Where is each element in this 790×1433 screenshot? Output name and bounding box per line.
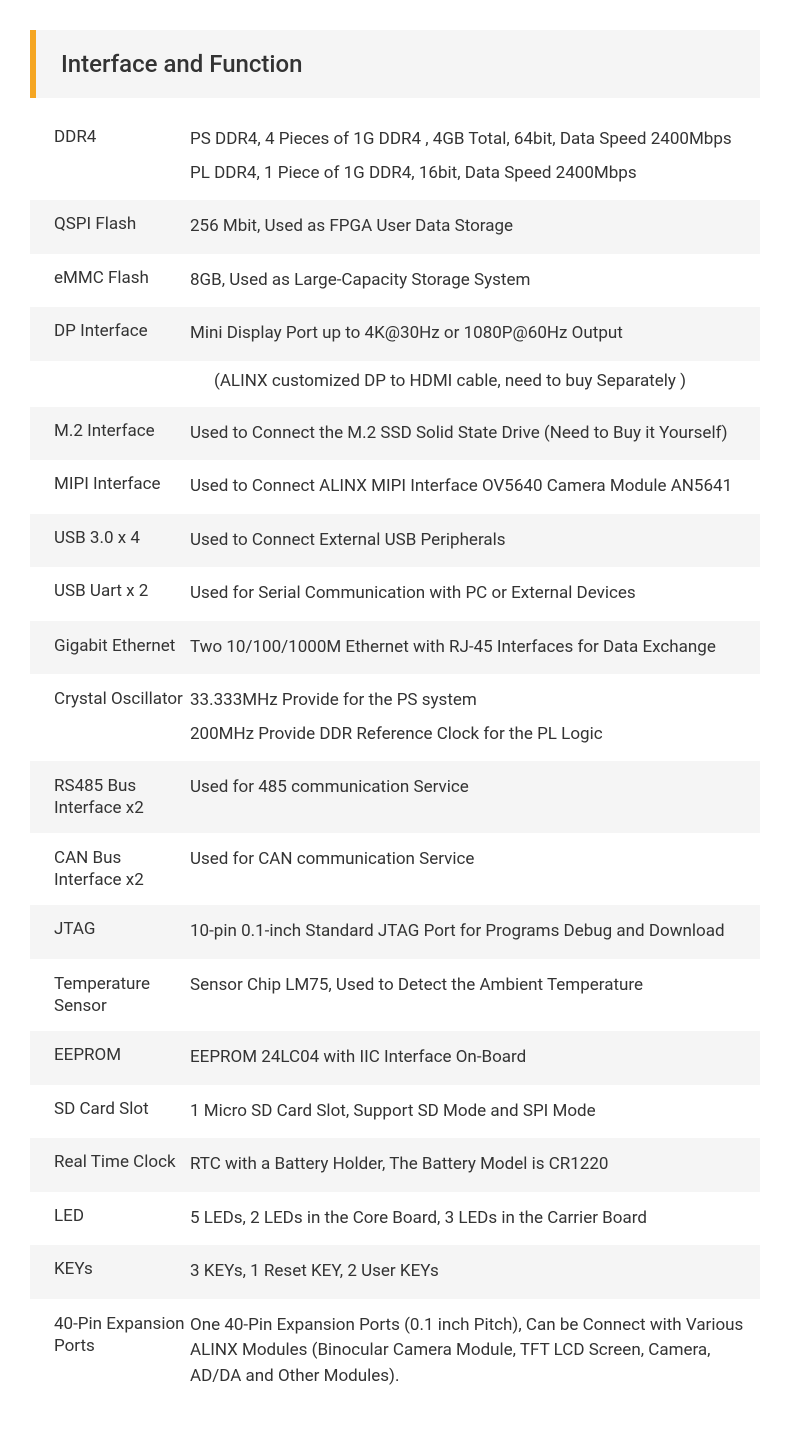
spec-label: Gigabit Ethernet — [30, 621, 190, 671]
spec-value-line: PS DDR4, 4 Pieces of 1G DDR4 , 4GB Total… — [190, 127, 750, 153]
spec-row: CAN Bus Interface x2Used for CAN communi… — [30, 833, 760, 905]
spec-label: M.2 Interface — [30, 407, 190, 455]
spec-value-line: Used to Connect External USB Peripherals — [190, 528, 750, 554]
spec-label: Real Time Clock — [30, 1138, 190, 1186]
spec-row: M.2 InterfaceUsed to Connect the M.2 SSD… — [30, 407, 760, 461]
spec-sub-note: (ALINX customized DP to HDMI cable, need… — [30, 361, 760, 407]
spec-label: USB Uart x 2 — [30, 567, 190, 615]
spec-row: 40-Pin Expansion PortsOne 40-Pin Expansi… — [30, 1299, 760, 1404]
spec-value: 33.333MHz Provide for the PS system 200MH… — [190, 674, 760, 761]
spec-value: 1 Micro SD Card Slot, Support SD Mode an… — [190, 1085, 760, 1139]
spec-value-line: 200MHz Provide DDR Reference Clock for t… — [190, 722, 750, 748]
spec-value-line: RTC with a Battery Holder, The Battery M… — [190, 1152, 750, 1178]
spec-row: DP InterfaceMini Display Port up to 4K@3… — [30, 307, 760, 361]
spec-value: Used to Connect the M.2 SSD Solid State … — [190, 407, 760, 461]
spec-value-line: One 40-Pin Expansion Ports (0.1 inch Pit… — [190, 1313, 750, 1390]
spec-label: LED — [30, 1192, 190, 1240]
spec-row: Temperature SensorSensor Chip LM75, Used… — [30, 959, 760, 1031]
spec-label: EEPROM — [30, 1031, 190, 1079]
spec-label: KEYs — [30, 1245, 190, 1293]
spec-row: eMMC Flash8GB, Used as Large-Capacity St… — [30, 254, 760, 308]
spec-value-line: PL DDR4, 1 Piece of 1G DDR4, 16bit, Data… — [190, 161, 750, 187]
spec-value: Sensor Chip LM75, Used to Detect the Amb… — [190, 959, 760, 1013]
spec-row: Real Time ClockRTC with a Battery Holder… — [30, 1138, 760, 1192]
spec-value: Used to Connect External USB Peripherals — [190, 514, 760, 568]
spec-value-line: 256 Mbit, Used as FPGA User Data Storage — [190, 214, 750, 240]
spec-row: QSPI Flash256 Mbit, Used as FPGA User Da… — [30, 200, 760, 254]
spec-row: JTAG10-pin 0.1-inch Standard JTAG Port f… — [30, 905, 760, 959]
spec-label: RS485 Bus Interface x2 — [30, 761, 190, 833]
spec-value-line: Used for 485 communication Service — [190, 775, 750, 801]
spec-label: 40-Pin Expansion Ports — [30, 1299, 190, 1371]
spec-row: Gigabit EthernetTwo 10/100/1000M Etherne… — [30, 621, 760, 675]
spec-value: Used for Serial Communication with PC or… — [190, 567, 760, 621]
spec-value-line: EEPROM 24LC04 with IIC Interface On-Boar… — [190, 1045, 750, 1071]
spec-value-line: 3 KEYs, 1 Reset KEY, 2 User KEYs — [190, 1259, 750, 1285]
spec-label: CAN Bus Interface x2 — [30, 833, 190, 905]
spec-value: PS DDR4, 4 Pieces of 1G DDR4 , 4GB Total… — [190, 113, 760, 200]
spec-value-line: 8GB, Used as Large-Capacity Storage Syst… — [190, 268, 750, 294]
spec-label: Crystal Oscillator — [30, 674, 190, 724]
spec-value-line: Used for CAN communication Service — [190, 847, 750, 873]
section-header: Interface and Function — [30, 30, 760, 98]
spec-value-line: Two 10/100/1000M Ethernet with RJ-45 Int… — [190, 635, 750, 661]
spec-value: Used for CAN communication Service — [190, 833, 760, 887]
spec-value: EEPROM 24LC04 with IIC Interface On-Boar… — [190, 1031, 760, 1085]
spec-row: USB Uart x 2Used for Serial Communicatio… — [30, 567, 760, 621]
spec-label: USB 3.0 x 4 — [30, 514, 190, 562]
spec-value: 256 Mbit, Used as FPGA User Data Storage — [190, 200, 760, 254]
spec-row: Crystal Oscillator33.333MHz Provide for … — [30, 674, 760, 761]
spec-row: RS485 Bus Interface x2Used for 485 commu… — [30, 761, 760, 833]
spec-value-line: Used to Connect ALINX MIPI Interface OV5… — [190, 474, 750, 500]
spec-value: Used for 485 communication Service — [190, 761, 760, 815]
spec-row: DDR4PS DDR4, 4 Pieces of 1G DDR4 , 4GB T… — [30, 113, 760, 200]
spec-value: 10-pin 0.1-inch Standard JTAG Port for P… — [190, 905, 760, 959]
spec-value: Used to Connect ALINX MIPI Interface OV5… — [190, 460, 760, 514]
spec-row: SD Card Slot1 Micro SD Card Slot, Suppor… — [30, 1085, 760, 1139]
spec-label: JTAG — [30, 905, 190, 953]
spec-value: RTC with a Battery Holder, The Battery M… — [190, 1138, 760, 1192]
spec-value: 5 LEDs, 2 LEDs in the Core Board, 3 LEDs… — [190, 1192, 760, 1246]
spec-value-line: Used to Connect the M.2 SSD Solid State … — [190, 421, 750, 447]
spec-label: eMMC Flash — [30, 254, 190, 302]
spec-label: DDR4 — [30, 113, 190, 161]
spec-value-line: 5 LEDs, 2 LEDs in the Core Board, 3 LEDs… — [190, 1206, 750, 1232]
spec-table: DDR4PS DDR4, 4 Pieces of 1G DDR4 , 4GB T… — [30, 113, 760, 1403]
spec-label: DP Interface — [30, 307, 190, 355]
spec-row: EEPROMEEPROM 24LC04 with IIC Interface O… — [30, 1031, 760, 1085]
spec-value-line: 10-pin 0.1-inch Standard JTAG Port for P… — [190, 919, 750, 945]
spec-value: One 40-Pin Expansion Ports (0.1 inch Pit… — [190, 1299, 760, 1404]
spec-row: USB 3.0 x 4Used to Connect External USB … — [30, 514, 760, 568]
header-title: Interface and Function — [36, 30, 760, 98]
spec-value-line: 1 Micro SD Card Slot, Support SD Mode an… — [190, 1099, 750, 1125]
spec-label: SD Card Slot — [30, 1085, 190, 1133]
spec-value-line: Sensor Chip LM75, Used to Detect the Amb… — [190, 973, 750, 999]
spec-label: Temperature Sensor — [30, 959, 190, 1031]
spec-label: MIPI Interface — [30, 460, 190, 508]
spec-value: 3 KEYs, 1 Reset KEY, 2 User KEYs — [190, 1245, 760, 1299]
spec-row: MIPI InterfaceUsed to Connect ALINX MIPI… — [30, 460, 760, 514]
spec-row: LED5 LEDs, 2 LEDs in the Core Board, 3 L… — [30, 1192, 760, 1246]
spec-value-line: Used for Serial Communication with PC or… — [190, 581, 750, 607]
spec-value-line: Mini Display Port up to 4K@30Hz or 1080P… — [190, 321, 750, 347]
spec-value: Mini Display Port up to 4K@30Hz or 1080P… — [190, 307, 760, 361]
spec-row: KEYs3 KEYs, 1 Reset KEY, 2 User KEYs — [30, 1245, 760, 1299]
spec-label: QSPI Flash — [30, 200, 190, 248]
spec-value: 8GB, Used as Large-Capacity Storage Syst… — [190, 254, 760, 308]
spec-value: Two 10/100/1000M Ethernet with RJ-45 Int… — [190, 621, 760, 675]
spec-value-line: 33.333MHz Provide for the PS system — [190, 688, 750, 714]
